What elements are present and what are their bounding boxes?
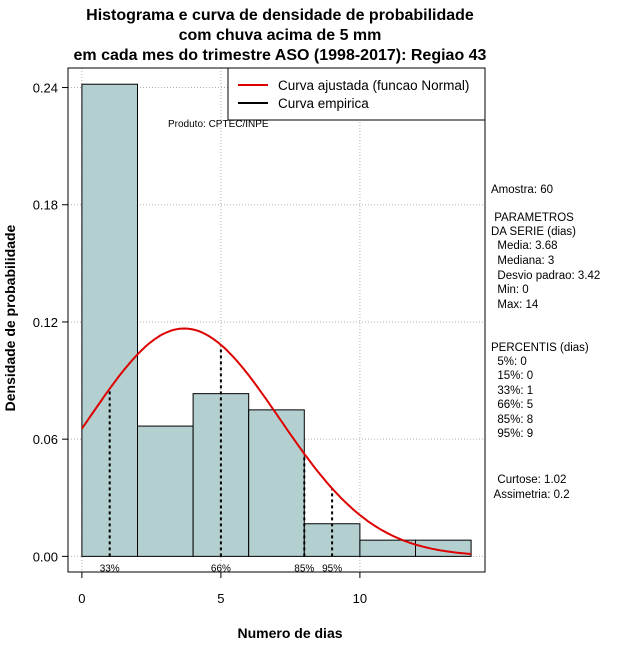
stat-assimetria: Assimetria: 0.2 (491, 489, 570, 501)
chart-title-line-2: com chuva acima de 5 mm (178, 27, 382, 44)
percentile-label-1: 66% (211, 563, 231, 574)
histogram-bar-4 (303, 523, 361, 557)
x-tick-label-0: 0 (78, 591, 85, 606)
chart-title-line-1: Histograma e curva de densidade de proba… (86, 7, 474, 24)
x-tick-label-2: 10 (353, 591, 367, 606)
legend-label-0: Curva ajustada (funcao Normal) (278, 78, 469, 93)
y-tick-label-4: 0.24 (33, 81, 58, 96)
stat-curtose: Curtose: 1.02 (491, 474, 567, 486)
stat-max: Max: 14 (491, 299, 539, 311)
y-tick-label-3: 0.18 (33, 198, 58, 213)
x-axis-label: Numero de dias (237, 625, 343, 641)
y-tick-label-2: 0.12 (33, 315, 58, 330)
x-tick-label-1: 5 (217, 591, 224, 606)
stat-p5: 5%: 0 (491, 356, 527, 368)
stat-desvio: Desvio padrao: 3.42 (491, 270, 601, 282)
normal-density-curve (81, 327, 472, 555)
stat-p33: 33%: 1 (491, 385, 534, 397)
stat-p95: 95%: 9 (491, 428, 534, 440)
y-tick-label-0: 0.00 (33, 549, 58, 564)
stat-param-header-1: PARAMETROS (491, 212, 574, 224)
y-axis-label: Densidade de probabilidade (2, 224, 18, 412)
percentile-label-0: 33% (100, 563, 120, 574)
credit-text: Produto: CPTEC/INPE (168, 119, 269, 130)
histogram-bar-0 (81, 83, 138, 557)
stat-mediana: Mediana: 3 (491, 255, 555, 267)
histogram-bar-3 (248, 409, 305, 557)
stat-p85: 85%: 8 (491, 414, 534, 426)
stat-param-header-2: DA SERIE (dias) (491, 226, 576, 238)
stat-p66: 66%: 5 (491, 399, 534, 411)
percentile-label-2: 85% (294, 563, 314, 574)
stat-media: Media: 3.68 (491, 240, 558, 252)
percentile-label-3: 95% (322, 563, 342, 574)
stat-p15: 15%: 0 (491, 370, 534, 382)
y-tick-label-1: 0.06 (33, 432, 58, 447)
histogram-bar-1 (137, 425, 194, 557)
legend-box (227, 67, 486, 121)
legend-label-1: Curva empirica (278, 96, 369, 111)
stat-amostra: Amostra: 60 (491, 184, 553, 196)
stat-percentis-header: PERCENTIS (dias) (491, 342, 589, 354)
stat-min: Min: 0 (491, 284, 529, 296)
chart-title-line-3: em cada mes do trimestre ASO (1998-2017)… (73, 47, 487, 64)
